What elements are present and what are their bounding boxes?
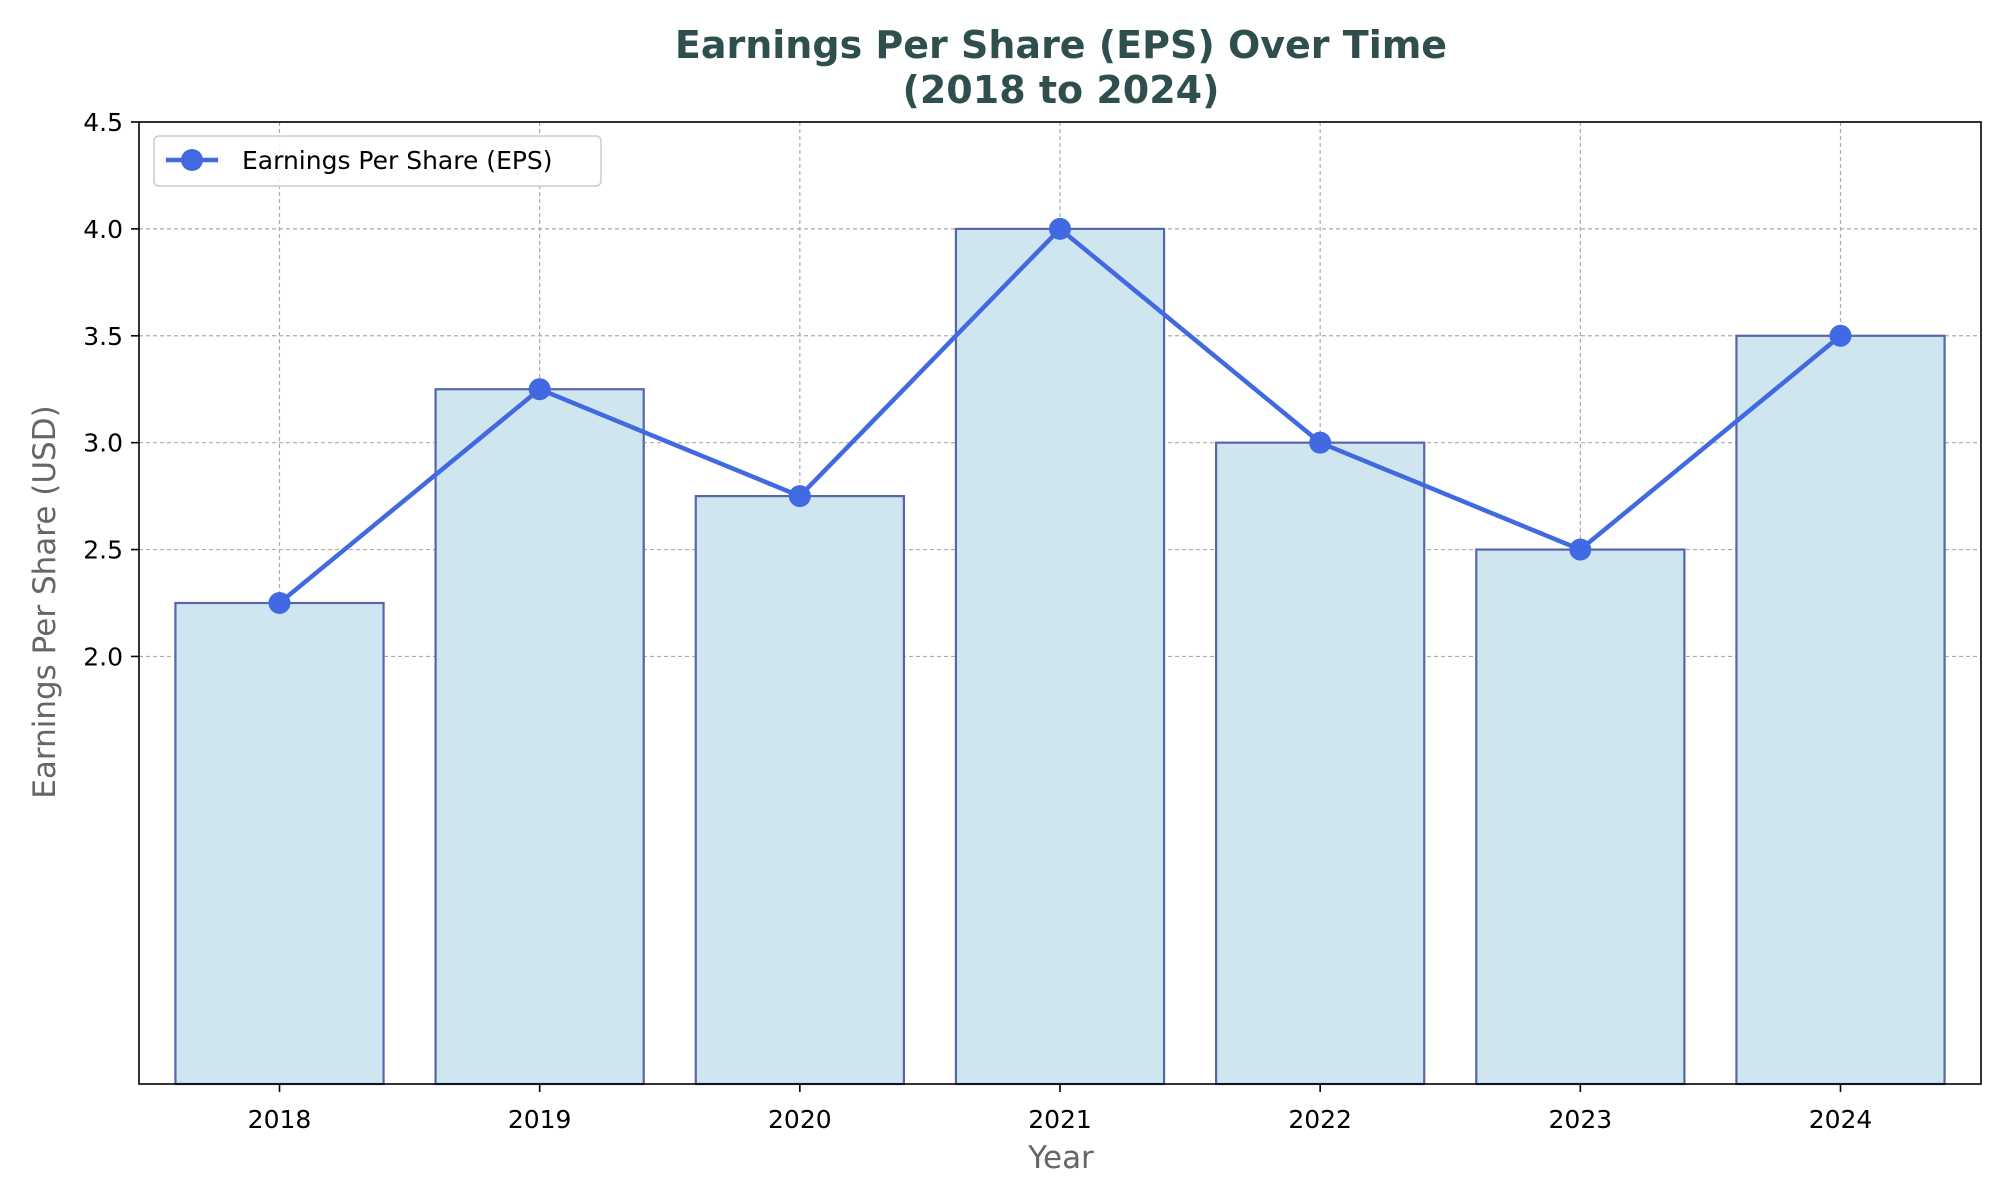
legend: Earnings Per Share (EPS) bbox=[153, 135, 602, 187]
y-axis-ticks: 2.0 2.5 3.0 3.5 4.0 4.5 bbox=[83, 108, 139, 671]
x-tick-label: 2023 bbox=[1549, 1105, 1613, 1134]
bar-2023 bbox=[1475, 548, 1686, 1086]
bar-2021 bbox=[954, 227, 1166, 1086]
bar-2024 bbox=[1735, 334, 1946, 1086]
x-tick-label: 2020 bbox=[768, 1105, 832, 1134]
x-tick-label: 2019 bbox=[508, 1105, 572, 1134]
x-tick-label: 2018 bbox=[248, 1105, 312, 1134]
chart-title: Earnings Per Share (EPS) Over Time bbox=[675, 23, 1447, 67]
legend-box bbox=[153, 135, 602, 187]
bar-2020 bbox=[694, 495, 905, 1086]
bar-2019 bbox=[434, 388, 645, 1086]
y-tick-label: 3.5 bbox=[83, 322, 123, 351]
y-axis-label: Earnings Per Share (USD) bbox=[27, 405, 63, 798]
y-tick-label: 4.0 bbox=[83, 215, 123, 244]
eps-points bbox=[268, 217, 1852, 614]
bar-2022 bbox=[1215, 441, 1426, 1086]
point-2021 bbox=[1049, 217, 1071, 240]
bar-2018 bbox=[174, 601, 385, 1086]
y-tick-label: 3.0 bbox=[83, 429, 123, 458]
x-tick-label: 2022 bbox=[1288, 1105, 1352, 1134]
point-2023 bbox=[1569, 538, 1592, 561]
x-axis-label: Year bbox=[1027, 1140, 1094, 1176]
point-2022 bbox=[1309, 431, 1332, 454]
x-tick-label: 2024 bbox=[1809, 1105, 1873, 1134]
bars bbox=[174, 227, 1946, 1086]
y-tick-label: 4.5 bbox=[83, 108, 123, 137]
legend-marker-swatch bbox=[181, 149, 203, 171]
point-2024 bbox=[1829, 324, 1852, 347]
point-2020 bbox=[788, 485, 811, 508]
point-2018 bbox=[268, 592, 291, 614]
y-tick-label: 2.0 bbox=[83, 642, 123, 671]
x-axis-ticks: 2018 2019 2020 2021 2022 2023 2024 bbox=[248, 1084, 1873, 1134]
chart-subtitle: (2018 to 2024) bbox=[903, 68, 1220, 112]
legend-label: Earnings Per Share (EPS) bbox=[242, 146, 553, 175]
x-tick-label: 2021 bbox=[1028, 1105, 1092, 1134]
point-2019 bbox=[528, 378, 551, 401]
y-tick-label: 2.5 bbox=[83, 536, 123, 565]
